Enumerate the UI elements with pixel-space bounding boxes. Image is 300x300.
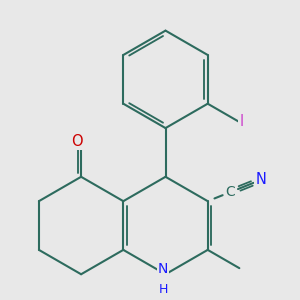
Text: O: O <box>71 134 83 149</box>
Text: N: N <box>158 262 168 276</box>
Text: C: C <box>225 185 235 199</box>
Text: N: N <box>256 172 266 187</box>
Text: I: I <box>240 115 244 130</box>
Text: H: H <box>158 283 168 296</box>
